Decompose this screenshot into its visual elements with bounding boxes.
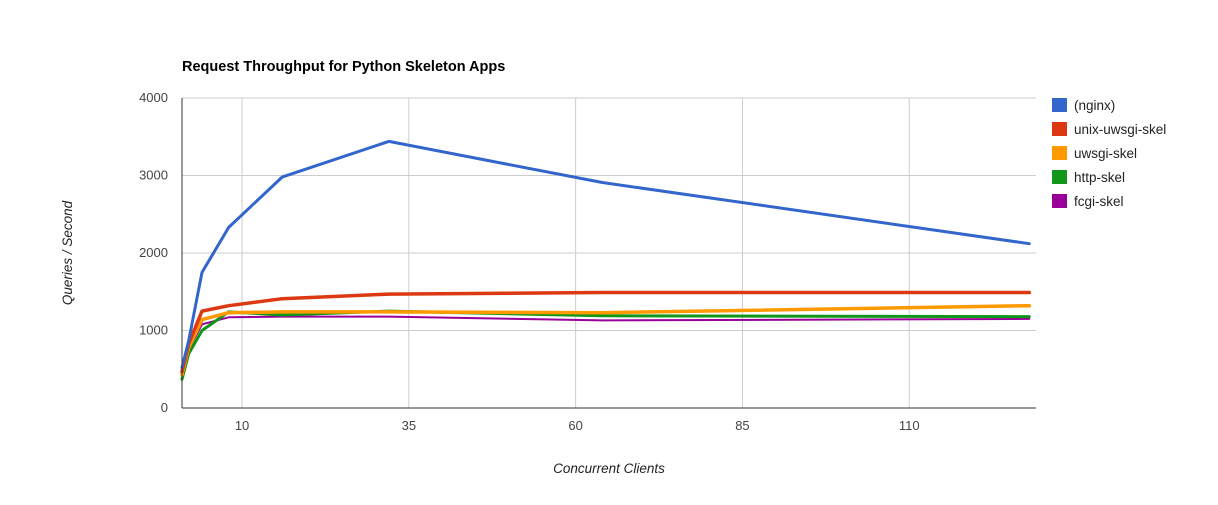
y-tick-label: 1000	[139, 323, 168, 338]
series-line-fcgi-skel	[181, 315, 1031, 375]
y-tick-label: 2000	[139, 245, 168, 260]
x-tick-label: 35	[402, 418, 416, 433]
y-axis-label: Queries / Second	[60, 200, 75, 305]
y-tick-label: 0	[161, 400, 168, 415]
series-line-nginx	[180, 139, 1031, 370]
legend-label: fcgi-skel	[1074, 194, 1124, 209]
legend-swatch	[1052, 146, 1067, 160]
legend: (nginx) unix-uwsgi-skel uwsgi-skel http-ske…	[1052, 98, 1166, 209]
x-tick-label: 110	[899, 418, 920, 433]
legend-label: uwsgi-skel	[1074, 146, 1137, 161]
legend-label: unix-uwsgi-skel	[1074, 122, 1166, 137]
plot-area	[180, 139, 1032, 381]
y-tick-label: 4000	[139, 90, 168, 105]
legend-label: (nginx)	[1074, 98, 1115, 113]
legend-swatch	[1052, 194, 1067, 208]
x-tick-label: 85	[735, 418, 749, 433]
axes: 0 1000 2000 3000 4000 10 35 60 85 110	[139, 90, 1036, 433]
legend-swatch	[1052, 170, 1067, 184]
y-tick-label: 3000	[139, 168, 168, 183]
legend-label: http-skel	[1074, 170, 1125, 185]
legend-swatch	[1052, 98, 1067, 112]
gridlines	[182, 97, 1036, 408]
legend-swatch	[1052, 122, 1067, 136]
series-line-unix-uwsgi-skel	[180, 290, 1032, 374]
x-tick-label: 60	[568, 418, 582, 433]
series-line-uwsgi-skel	[180, 303, 1032, 377]
x-tick-label: 10	[235, 418, 249, 433]
chart-title: Request Throughput for Python Skeleton A…	[182, 59, 505, 75]
x-axis-label: Concurrent Clients	[553, 461, 665, 476]
